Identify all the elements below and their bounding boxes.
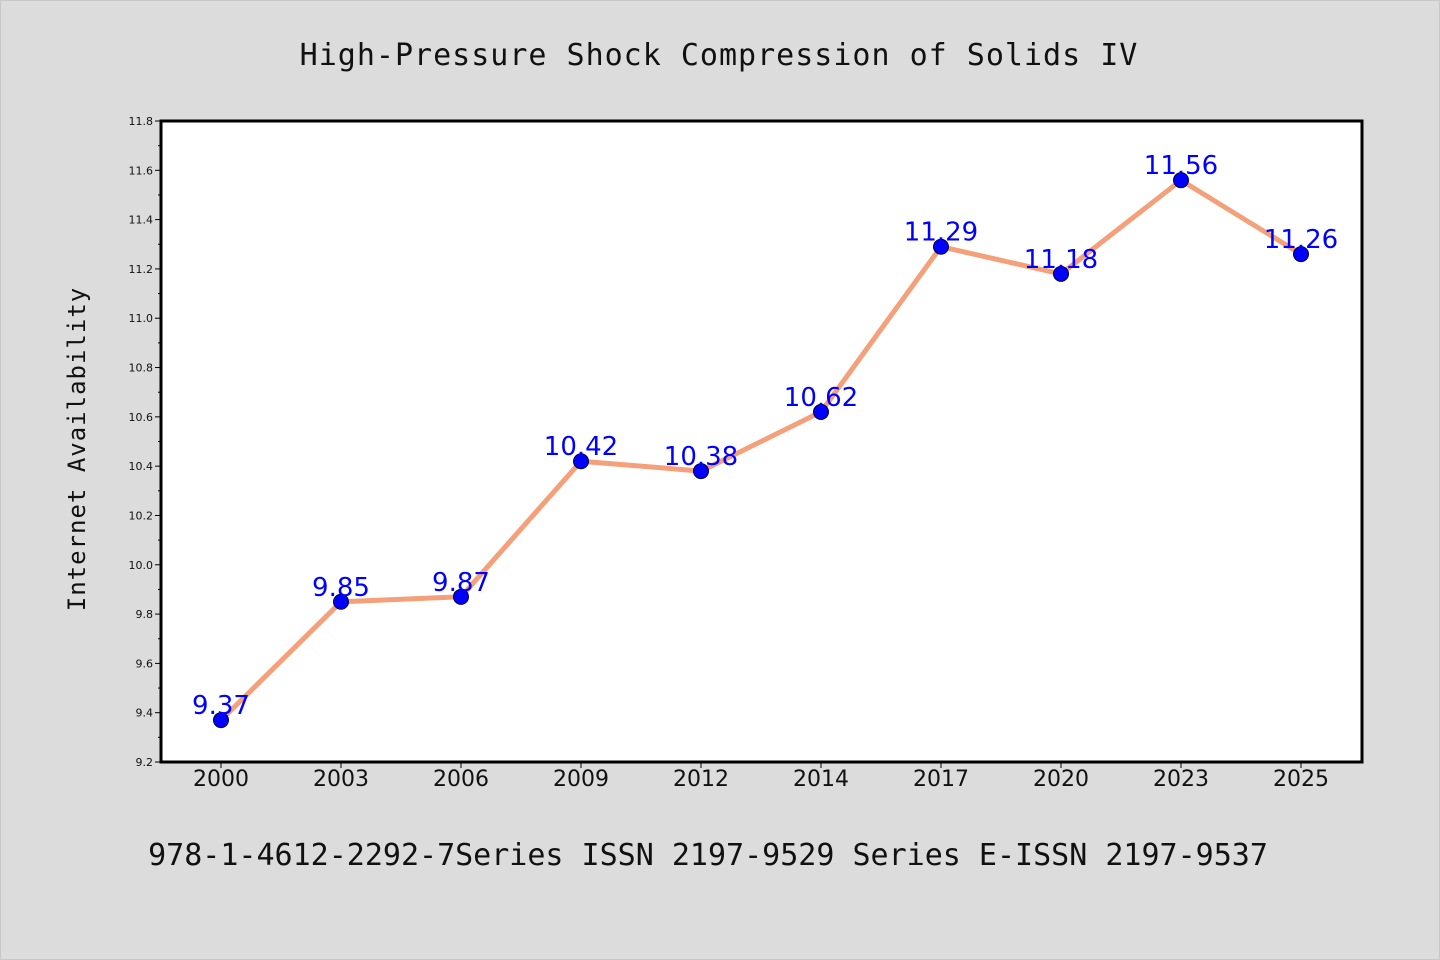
data-point bbox=[1293, 246, 1309, 263]
data-point bbox=[933, 238, 949, 255]
chart-title: High-Pressure Shock Compression of Solid… bbox=[300, 38, 1139, 73]
y-tick-label: 11.6 bbox=[129, 164, 154, 177]
data-point bbox=[333, 593, 349, 610]
x-tick-label: 2009 bbox=[553, 767, 609, 792]
y-tick-label: 10.2 bbox=[129, 509, 154, 522]
data-point bbox=[693, 463, 709, 480]
y-tick-label: 9.8 bbox=[136, 608, 154, 621]
x-axis: 2000 2003 2006 2009 2012 2014 2017 2020 2023 2025 bbox=[193, 762, 1329, 792]
y-tick-label: 11.0 bbox=[129, 312, 154, 325]
data-label: 11.56 bbox=[1144, 151, 1218, 181]
y-tick-label: 11.4 bbox=[129, 214, 154, 227]
data-label: 10.42 bbox=[544, 432, 618, 462]
data-label: 10.62 bbox=[784, 383, 858, 413]
data-label: 11.29 bbox=[904, 218, 978, 248]
y-tick-label: 10.4 bbox=[129, 460, 154, 473]
y-axis: 9.2 9.4 9.6 9.8 10.0 10.2 10.4 10.6 10.8 11.0 11.2… bbox=[129, 115, 161, 769]
data-label: 11.18 bbox=[1024, 245, 1098, 275]
y-tick-label: 11.2 bbox=[129, 263, 154, 276]
x-tick-label: 2012 bbox=[673, 767, 729, 792]
series-line bbox=[218, 177, 1304, 723]
y-tick-label: 10.0 bbox=[129, 559, 154, 572]
data-point bbox=[813, 403, 829, 420]
data-point bbox=[1053, 265, 1069, 282]
data-label: 11.26 bbox=[1264, 225, 1338, 255]
x-tick-label: 2017 bbox=[913, 767, 969, 792]
data-label: 9.37 bbox=[192, 691, 250, 721]
x-tick-label: 2020 bbox=[1033, 767, 1089, 792]
x-tick-label: 2000 bbox=[193, 767, 249, 792]
data-label: 10.38 bbox=[664, 442, 738, 472]
data-label: 9.85 bbox=[312, 573, 370, 603]
caption: 978-1-4612-2292-7Series ISSN 2197-9529 S… bbox=[148, 838, 1268, 873]
data-label: 9.87 bbox=[432, 568, 490, 598]
y-tick-label: 11.8 bbox=[129, 115, 154, 128]
data-markers bbox=[213, 172, 1309, 729]
x-tick-label: 2023 bbox=[1153, 767, 1209, 792]
data-point bbox=[573, 453, 589, 470]
x-tick-label: 2006 bbox=[433, 767, 489, 792]
plot-frame bbox=[159, 119, 1364, 764]
y-tick-label: 10.6 bbox=[129, 411, 154, 424]
y-tick-label: 9.2 bbox=[136, 756, 154, 769]
y-tick-label: 9.6 bbox=[136, 657, 154, 670]
data-point bbox=[213, 712, 229, 729]
data-labels: 9.37 9.85 9.87 10.42 10.38 10.62 11.29 11.18 11.… bbox=[192, 151, 1338, 721]
y-axis-label: Internet Availability bbox=[63, 287, 91, 611]
x-tick-label: 2025 bbox=[1273, 767, 1329, 792]
data-point bbox=[1173, 172, 1189, 189]
y-tick-label: 10.8 bbox=[129, 362, 154, 375]
data-point bbox=[453, 588, 469, 605]
y-tick-label: 9.4 bbox=[136, 707, 154, 720]
x-tick-label: 2014 bbox=[793, 767, 849, 792]
x-tick-label: 2003 bbox=[313, 767, 369, 792]
